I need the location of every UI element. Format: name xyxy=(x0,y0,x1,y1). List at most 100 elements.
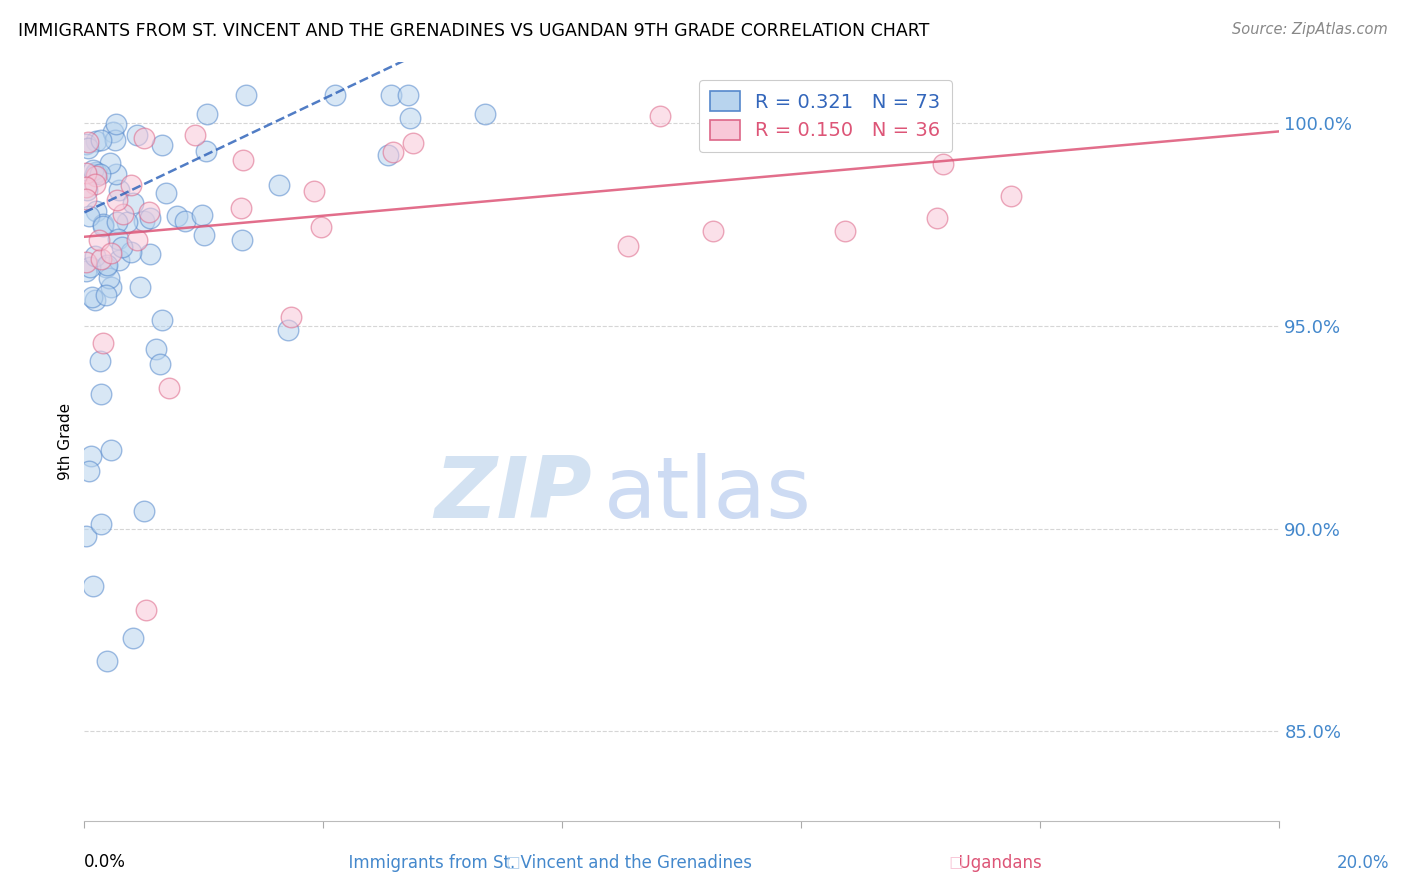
Point xyxy=(104,133,127,147)
Point xyxy=(193,228,215,243)
Point xyxy=(77,464,100,478)
Point xyxy=(75,192,97,206)
Point xyxy=(77,135,100,149)
Point xyxy=(149,357,172,371)
Point xyxy=(105,193,128,207)
Point xyxy=(304,184,326,198)
Point xyxy=(90,133,112,147)
Point xyxy=(75,255,97,269)
Point xyxy=(277,323,299,337)
Point xyxy=(96,287,118,301)
Point xyxy=(90,516,112,531)
Point xyxy=(134,131,156,145)
Point xyxy=(105,117,128,131)
Point xyxy=(325,87,347,102)
Point xyxy=(129,280,152,294)
Point xyxy=(232,153,254,167)
Point xyxy=(75,166,97,180)
Point xyxy=(91,335,114,350)
Point xyxy=(80,290,103,304)
Point xyxy=(152,313,174,327)
Point xyxy=(125,234,148,248)
Text: 20.0%: 20.0% xyxy=(1337,855,1389,872)
Point xyxy=(86,165,108,179)
Point xyxy=(89,354,111,368)
Point xyxy=(91,217,114,231)
Point xyxy=(195,107,218,121)
Point xyxy=(382,145,405,160)
Point xyxy=(702,224,724,238)
Point xyxy=(648,109,671,123)
Point xyxy=(90,387,112,401)
Point xyxy=(86,135,108,149)
Point xyxy=(115,215,138,229)
Point xyxy=(82,579,104,593)
Point xyxy=(105,167,128,181)
Point xyxy=(83,177,105,191)
Text: Immigrants from St. Vincent and the Grenadines: Immigrants from St. Vincent and the Gren… xyxy=(316,855,752,872)
Point xyxy=(157,381,180,395)
Point xyxy=(280,310,302,325)
Point xyxy=(100,280,122,294)
Point xyxy=(231,201,253,215)
Point xyxy=(75,136,97,151)
Point xyxy=(474,107,496,121)
Text: Ugandans: Ugandans xyxy=(927,855,1042,872)
Point xyxy=(76,183,98,197)
Point xyxy=(166,209,188,223)
Point xyxy=(100,245,122,260)
Point xyxy=(191,208,214,222)
Point xyxy=(83,249,105,263)
Point xyxy=(79,260,101,274)
Point xyxy=(108,182,131,196)
Text: 0.0%: 0.0% xyxy=(84,853,127,871)
Point xyxy=(90,252,112,266)
Point xyxy=(107,232,129,246)
Text: ◻: ◻ xyxy=(506,855,520,872)
Point xyxy=(89,167,111,181)
Point xyxy=(120,245,142,260)
Point xyxy=(138,205,160,219)
Point xyxy=(396,87,419,102)
Point xyxy=(145,342,167,356)
Point xyxy=(932,156,955,170)
Point xyxy=(87,233,110,247)
Point xyxy=(107,253,129,268)
Point xyxy=(834,224,856,238)
Point xyxy=(96,258,118,272)
Point xyxy=(101,125,124,139)
Point xyxy=(120,178,142,193)
Point xyxy=(134,504,156,518)
Point xyxy=(267,178,290,192)
Legend: R = 0.321   N = 73, R = 0.150   N = 36: R = 0.321 N = 73, R = 0.150 N = 36 xyxy=(699,79,952,152)
Point xyxy=(1000,188,1022,202)
Text: atlas: atlas xyxy=(605,453,813,536)
Point xyxy=(402,136,425,150)
Point xyxy=(380,87,402,102)
Point xyxy=(96,655,118,669)
Point xyxy=(617,239,640,253)
Point xyxy=(75,529,97,543)
Point xyxy=(111,239,134,253)
Point xyxy=(91,219,114,233)
Point xyxy=(77,141,100,155)
Point xyxy=(84,169,107,183)
Point xyxy=(173,214,195,228)
Point xyxy=(94,260,117,274)
Point xyxy=(135,603,157,617)
Point xyxy=(377,148,399,162)
Point xyxy=(194,145,217,159)
Point xyxy=(100,442,122,457)
Point xyxy=(150,137,173,152)
Y-axis label: 9th Grade: 9th Grade xyxy=(58,403,73,480)
Point xyxy=(84,204,107,219)
Point xyxy=(925,211,948,226)
Text: ZIP: ZIP xyxy=(434,453,592,536)
Text: ◻: ◻ xyxy=(949,855,963,872)
Point xyxy=(727,125,749,139)
Point xyxy=(105,214,128,228)
Point xyxy=(98,156,121,170)
Point xyxy=(231,233,253,247)
Point xyxy=(80,449,103,463)
Text: Source: ZipAtlas.com: Source: ZipAtlas.com xyxy=(1232,22,1388,37)
